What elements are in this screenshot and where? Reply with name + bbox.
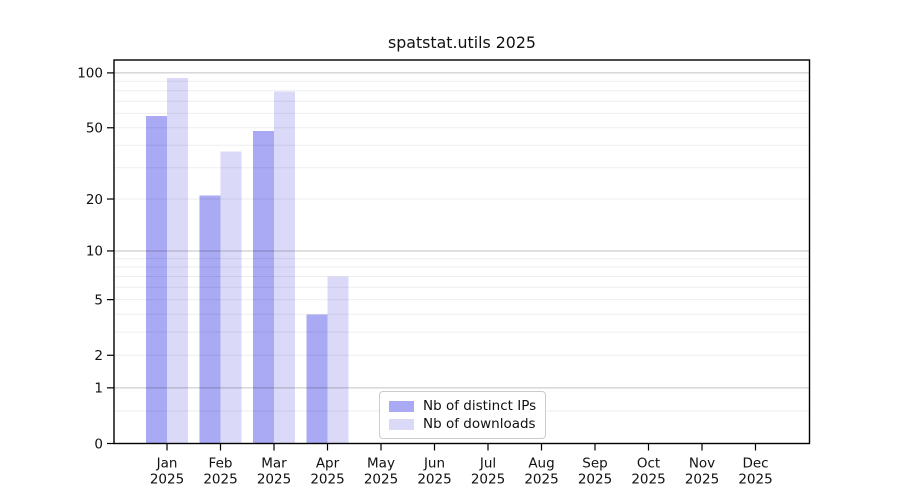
- bar-jan-series2: [167, 77, 188, 444]
- bar-mar-series2: [274, 91, 295, 444]
- y-tick-label: 1: [94, 381, 103, 397]
- y-tick-label: 2: [94, 348, 103, 364]
- x-tick-month-label: Apr: [316, 456, 340, 472]
- y-tick-label: 20: [86, 192, 103, 208]
- x-tick-year-label: 2025: [150, 472, 184, 488]
- legend-item-1: Nb of distinct IPs: [389, 397, 536, 415]
- x-tick-month-label: Feb: [209, 456, 233, 472]
- y-tick-label: 50: [86, 121, 103, 137]
- x-tick-year-label: 2025: [310, 472, 344, 488]
- y-tick-label: 5: [94, 292, 103, 308]
- legend-swatch: [389, 418, 414, 430]
- y-tick-label: 100: [77, 66, 103, 82]
- bar-apr-series1: [306, 314, 328, 444]
- x-tick-month-label: Nov: [689, 456, 715, 472]
- x-tick-year-label: 2025: [738, 472, 772, 488]
- legend-label: Nb of downloads: [423, 416, 536, 432]
- x-tick-year-label: 2025: [524, 472, 558, 488]
- bar-feb-series1: [199, 195, 221, 444]
- bar-apr-series2: [327, 276, 349, 444]
- y-tick-label: 0: [94, 436, 103, 452]
- x-tick-year-label: 2025: [685, 472, 719, 488]
- x-tick-year-label: 2025: [578, 472, 612, 488]
- x-tick-month-label: Jun: [423, 456, 445, 472]
- legend-swatch: [389, 400, 414, 412]
- legend: Nb of distinct IPs Nb of downloads: [379, 391, 547, 439]
- bar-feb-series2: [220, 151, 242, 444]
- x-tick-year-label: 2025: [631, 472, 665, 488]
- x-tick-month-label: Oct: [637, 456, 660, 472]
- x-tick-month-label: Mar: [261, 456, 287, 472]
- x-tick-year-label: 2025: [471, 472, 505, 488]
- x-tick-month-label: Jan: [156, 456, 178, 472]
- bar-mar-series1: [253, 130, 274, 444]
- x-tick-year-label: 2025: [364, 472, 398, 488]
- y-tick-label: 10: [86, 244, 103, 260]
- x-tick-year-label: 2025: [417, 472, 451, 488]
- x-tick-year-label: 2025: [203, 472, 237, 488]
- x-tick-month-label: Sep: [582, 456, 607, 472]
- legend-label: Nb of distinct IPs: [423, 398, 537, 414]
- x-tick-month-label: May: [367, 456, 395, 472]
- chart-title: spatstat.utils 2025: [388, 33, 536, 52]
- x-tick-month-label: Jul: [479, 456, 496, 472]
- x-tick-month-label: Aug: [528, 456, 554, 472]
- plot-border: [113, 59, 811, 445]
- legend-item-2: Nb of downloads: [389, 415, 536, 433]
- bar-jan-series1: [146, 116, 167, 444]
- x-tick-year-label: 2025: [257, 472, 291, 488]
- x-tick-month-label: Dec: [742, 456, 768, 472]
